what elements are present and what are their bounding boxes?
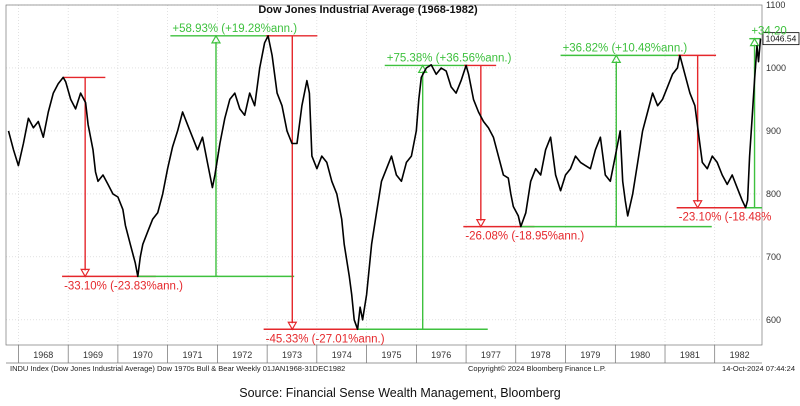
x-tick-label: 1969 (83, 350, 103, 360)
decline-arrow-head (475, 219, 486, 228)
x-tick-label: 1980 (630, 350, 650, 360)
x-tick-label: 1977 (481, 350, 501, 360)
decline-range: -33.10% (-23.83%ann.) (62, 76, 183, 292)
advance-range: +58.93% (+19.28%ann.) (137, 23, 297, 278)
advance-arrow-head (417, 64, 428, 74)
last-value-label: 1046.54 (766, 34, 797, 44)
advance-range: +36.82% (+10.48%ann.) (520, 42, 712, 228)
x-tick-label: 1982 (730, 350, 750, 360)
decline-label: -26.08% (-18.95%ann.) (465, 231, 584, 243)
decline-range: -45.33% (-27.01%ann.) (263, 35, 385, 345)
advance-range: +75.38% (+36.56%ann.) (357, 52, 512, 330)
decline-arrow-head (287, 321, 298, 331)
price-line-layer (7, 35, 762, 331)
x-tick-label: 1978 (531, 350, 551, 360)
plot-frame (5, 4, 763, 346)
x-tick-label: 1979 (580, 350, 600, 360)
x-tick-label: 1972 (232, 350, 252, 360)
x-tick-label: 1968 (33, 350, 53, 360)
chart-title: Dow Jones Industrial Average (1968-1982) (258, 4, 478, 16)
footer-copyright: Copyright© 2024 Bloomberg Finance L.P. (468, 364, 606, 373)
y-tick-label: 1100 (766, 0, 785, 10)
bull-bear-annotations: -33.10% (-23.83%ann.) +58.93% (+19.28%ann… (62, 23, 787, 345)
advance-arrow-head (749, 37, 760, 47)
decline-label: -33.10% (-23.83%ann.) (64, 280, 183, 292)
x-tick-label: 1976 (431, 350, 451, 360)
source-caption: Source: Financial Sense Wealth Managemen… (239, 386, 561, 400)
footer-index-description: INDU Index (Dow Jones Industrial Average… (10, 364, 345, 373)
advance-label: +75.38% (+36.56%ann.) (387, 52, 512, 64)
advance-label: +36.82% (+10.48%ann.) (563, 42, 688, 54)
axes: 600 700 800 900 1000 1100 1968 1969 1970 1971 1972… (5, 0, 800, 364)
x-tick-label: 1981 (680, 350, 700, 360)
advance-label: +58.93% (+19.28%ann.) (172, 23, 297, 35)
price-line (7, 35, 762, 331)
y-tick-label: 800 (766, 189, 781, 199)
x-tick-label: 1973 (282, 350, 302, 360)
y-tick-label: 700 (766, 252, 781, 262)
x-tick-label: 1971 (182, 350, 202, 360)
y-tick-label: 1000 (766, 63, 786, 73)
y-tick-label: 600 (766, 315, 781, 325)
advance-arrow-head (611, 54, 622, 63)
advance-label: +34.20 (751, 26, 787, 38)
y-tick-label: 900 (766, 126, 781, 136)
x-tick-label: 1974 (332, 350, 352, 360)
x-tick-label: 1975 (381, 350, 401, 360)
decline-label: -23.10% (-18.48% (679, 212, 772, 224)
advance-arrow-head (210, 34, 222, 44)
last-value-box (762, 32, 800, 46)
decline-arrow-head (80, 268, 91, 278)
decline-arrow-head (692, 200, 703, 209)
footer-timestamp: 14-Oct-2024 07:44:24 (722, 364, 795, 373)
x-tick-label: 1970 (133, 350, 153, 360)
decline-label: -45.33% (-27.01%ann.) (266, 333, 385, 345)
